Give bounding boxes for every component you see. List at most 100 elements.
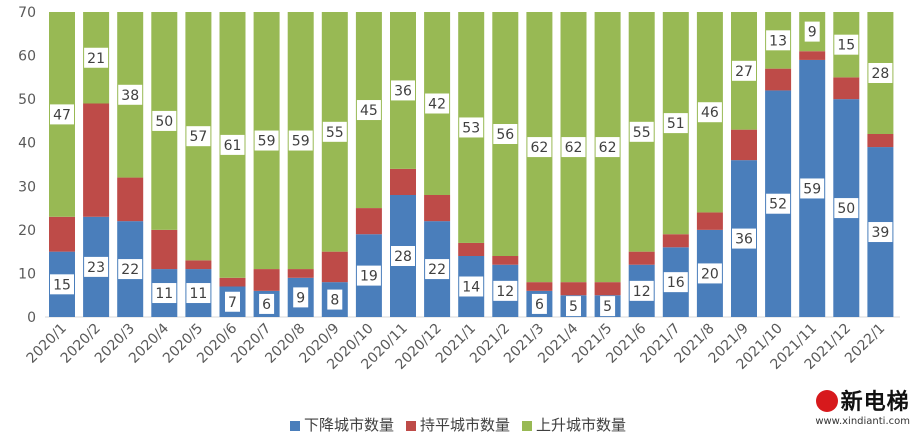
bar-segment xyxy=(151,229,178,270)
data-label: 45 xyxy=(360,103,378,119)
bar-segment xyxy=(765,68,792,91)
data-label: 5 xyxy=(569,299,578,315)
data-label: 52 xyxy=(769,197,787,213)
data-label: 12 xyxy=(633,284,651,300)
data-label: 14 xyxy=(462,280,480,296)
data-label-bg xyxy=(356,265,381,286)
data-label: 46 xyxy=(701,105,719,121)
y-tick-label: 20 xyxy=(18,223,36,239)
bar-segment xyxy=(83,103,110,217)
bar-segment xyxy=(390,168,416,195)
data-label: 62 xyxy=(599,140,617,156)
data-label: 11 xyxy=(155,286,173,302)
y-tick-label: 10 xyxy=(18,266,36,282)
data-label: 20 xyxy=(701,266,719,282)
data-label-bg xyxy=(629,280,654,301)
data-label-bg xyxy=(186,283,211,304)
data-label-bg xyxy=(84,256,109,277)
watermark-url: www.xindianti.com xyxy=(815,416,910,427)
data-label-bg xyxy=(595,137,620,158)
legend-swatch xyxy=(289,421,300,431)
bar-segment xyxy=(117,177,144,222)
data-label: 39 xyxy=(871,225,889,241)
bar-segment xyxy=(731,129,757,161)
data-label: 36 xyxy=(735,232,753,248)
legend-item: 持平城市数量 xyxy=(405,416,510,434)
data-label-bg xyxy=(663,113,688,134)
data-label-bg xyxy=(663,272,688,293)
watermark-logo: 新电梯 www.xindianti.com xyxy=(815,384,910,427)
data-label-bg xyxy=(868,63,893,83)
data-label-bg xyxy=(566,296,581,317)
bar-segment xyxy=(321,251,348,283)
data-label-bg xyxy=(697,263,722,284)
data-label-bg xyxy=(800,178,825,199)
data-label: 6 xyxy=(262,297,271,313)
data-label: 38 xyxy=(121,88,139,104)
data-label: 5 xyxy=(603,299,612,315)
data-label: 36 xyxy=(394,83,412,99)
data-label-bg xyxy=(254,130,279,151)
data-label-bg xyxy=(600,296,616,317)
data-label-bg xyxy=(766,30,791,51)
bar-segment xyxy=(424,195,451,222)
data-label-bg xyxy=(834,198,859,219)
bar-segment xyxy=(560,282,587,296)
data-label: 9 xyxy=(808,25,817,41)
data-label-bg xyxy=(50,104,74,125)
data-label-bg xyxy=(84,47,109,68)
data-label: 8 xyxy=(330,293,339,309)
data-label-bg xyxy=(527,137,552,158)
bar-segment xyxy=(526,282,553,291)
data-label-bg xyxy=(118,84,143,105)
data-label-bg xyxy=(459,276,484,297)
y-tick-label: 60 xyxy=(18,49,36,65)
data-label-bg xyxy=(834,34,859,55)
data-label: 19 xyxy=(360,269,378,285)
data-label-bg xyxy=(391,80,415,101)
watermark-brand: 新电梯 xyxy=(840,390,910,415)
data-label: 21 xyxy=(87,51,105,67)
data-label: 59 xyxy=(258,134,276,150)
data-label: 42 xyxy=(428,97,446,113)
y-tick-label: 40 xyxy=(18,136,36,152)
data-label-bg xyxy=(225,291,240,312)
data-label-bg xyxy=(259,293,275,314)
data-label: 28 xyxy=(394,249,412,265)
data-label: 55 xyxy=(326,125,344,141)
data-label-bg xyxy=(493,124,518,144)
logo-icon xyxy=(815,390,838,412)
data-label-bg xyxy=(732,228,756,249)
data-label-bg xyxy=(50,274,74,295)
data-label: 55 xyxy=(633,125,651,141)
data-label: 61 xyxy=(224,138,242,154)
data-label: 59 xyxy=(292,134,310,150)
data-label: 15 xyxy=(53,277,71,293)
data-label-bg xyxy=(629,121,654,142)
data-label: 9 xyxy=(296,290,305,306)
data-label-bg xyxy=(186,126,211,147)
data-label-bg xyxy=(868,222,893,243)
y-tick-label: 50 xyxy=(18,92,36,108)
legend-label: 持平城市数量 xyxy=(419,416,510,434)
legend-item: 上升城市数量 xyxy=(522,416,626,434)
bar-segment xyxy=(662,234,689,248)
data-label-bg xyxy=(425,259,450,280)
bar-segment xyxy=(355,208,382,235)
data-label: 57 xyxy=(189,129,207,145)
data-label: 62 xyxy=(530,140,548,156)
bar-segment xyxy=(799,51,826,60)
data-label-bg xyxy=(732,60,756,81)
bar-segment xyxy=(458,242,485,256)
data-label-bg xyxy=(220,134,245,155)
data-label: 53 xyxy=(462,120,480,136)
bar-segment xyxy=(492,256,519,265)
bar-segment xyxy=(628,251,655,265)
data-label-bg xyxy=(531,293,547,314)
legend-item: 下降城市数量 xyxy=(289,416,394,434)
data-label: 28 xyxy=(871,66,889,82)
legend-swatch xyxy=(405,421,416,431)
data-label: 47 xyxy=(53,107,71,123)
data-label-bg xyxy=(356,100,381,121)
data-label-bg xyxy=(766,193,791,214)
